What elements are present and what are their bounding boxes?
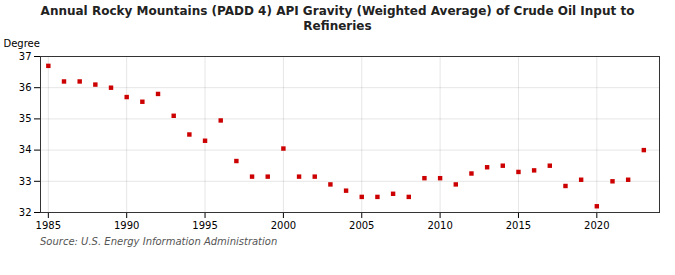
svg-text:2000: 2000 (271, 220, 296, 231)
svg-text:1995: 1995 (192, 220, 217, 231)
svg-text:32: 32 (19, 207, 32, 218)
svg-text:35: 35 (19, 113, 32, 124)
svg-text:Degree: Degree (4, 38, 40, 49)
svg-text:36: 36 (19, 82, 32, 93)
svg-text:34: 34 (19, 144, 32, 155)
svg-text:2020: 2020 (584, 220, 609, 231)
svg-text:33: 33 (19, 176, 32, 187)
svg-text:2015: 2015 (506, 220, 531, 231)
svg-text:2005: 2005 (349, 220, 374, 231)
svg-text:1985: 1985 (36, 220, 61, 231)
html-text:Annual Rocky Mountains (PADD 4: Annual Rocky Mountains (PADD 4) API Grav… (40, 4, 635, 33)
svg-text:1990: 1990 (114, 220, 139, 231)
svg-text:2010: 2010 (427, 220, 452, 231)
svg-text:37: 37 (19, 51, 32, 62)
html-text:Source: U.S. Energy Informatio: Source: U.S. Energy Information Administ… (40, 236, 278, 247)
